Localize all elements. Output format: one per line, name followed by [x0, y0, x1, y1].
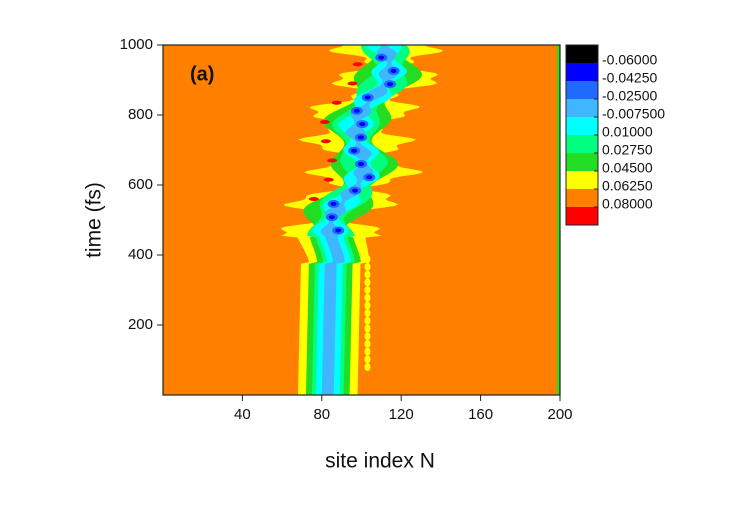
contour-blob: [352, 62, 363, 67]
contour-blob: [364, 95, 371, 100]
colorbar-swatch: [566, 117, 598, 135]
contour-band: [320, 45, 399, 395]
colorbar-label: 0.06250: [602, 178, 653, 194]
contour-blob: [366, 175, 373, 180]
y-tick-label: 400: [128, 246, 153, 263]
contour-blob: [364, 286, 371, 294]
contour-blob: [353, 108, 360, 113]
x-tick-label: 120: [389, 406, 414, 423]
contour-blob: [364, 301, 371, 310]
contour-blob: [364, 316, 371, 325]
contour-blob: [331, 100, 342, 105]
colorbar-swatch: [566, 63, 598, 81]
x-axis-label: site index N: [325, 450, 435, 473]
colorbar-swatch: [566, 153, 598, 171]
contour-blob: [335, 228, 342, 233]
contour-field: [163, 45, 560, 395]
contour-band: [312, 45, 408, 395]
contour-blob: [351, 148, 358, 153]
contour-blob: [323, 177, 334, 182]
contour-blob: [364, 324, 371, 333]
contour-blob: [364, 270, 371, 279]
colorbar-label: -0.007500: [602, 106, 665, 122]
colorbar-swatch: [566, 135, 598, 153]
contour-blob: [319, 120, 330, 124]
contour-blob: [351, 188, 358, 193]
colorbar-swatch: [566, 99, 598, 117]
contour-blob: [364, 332, 371, 341]
colorbar-label: 0.02750: [602, 142, 653, 158]
contour-blob: [387, 82, 394, 87]
colorbar-swatch: [566, 189, 598, 207]
contour-blob: [364, 278, 371, 287]
contour-blob: [364, 293, 371, 302]
colorbar-label: 0.04500: [602, 160, 653, 176]
x-tick-label: 160: [468, 406, 493, 423]
contour-blob: [364, 339, 371, 348]
x-tick-label: 80: [313, 406, 330, 423]
panel-label: (a): [190, 63, 214, 85]
colorbar-swatch: [566, 81, 598, 99]
colorbar-label: -0.06000: [602, 52, 657, 68]
contour-blob: [357, 135, 364, 140]
contour-blob: [328, 215, 335, 220]
contour-blob: [364, 347, 371, 356]
contour-blob: [364, 363, 371, 371]
colorbar-label: 0.08000: [602, 196, 653, 212]
y-tick-label: 200: [128, 316, 153, 333]
x-tick-label: 40: [234, 406, 251, 423]
x-tick-label: 200: [547, 406, 572, 423]
contour-blob: [359, 122, 366, 127]
colorbar-label: -0.02500: [602, 88, 657, 104]
contour-blob: [390, 68, 397, 73]
contour-blob: [347, 81, 358, 86]
colorbar-label: 0.01000: [602, 124, 653, 140]
contour-blob: [308, 197, 319, 201]
colorbar-swatch: [566, 45, 598, 63]
contour-blob: [358, 162, 365, 166]
y-axis-label: time (fs): [83, 182, 106, 258]
contour-blob: [364, 309, 371, 318]
contour-blob: [320, 139, 331, 144]
colorbar-swatch: [566, 207, 598, 225]
colorbar-swatch: [566, 171, 598, 189]
contour-blob: [378, 55, 385, 60]
y-tick-label: 800: [128, 106, 153, 123]
contour-blob: [364, 262, 371, 271]
y-tick-label: 1000: [120, 36, 153, 53]
edge-strip: [557, 45, 560, 395]
plot-frame: [162, 44, 561, 396]
y-tick-label: 600: [128, 176, 153, 193]
contour-blob: [364, 255, 371, 264]
colorbar-label: -0.04250: [602, 70, 657, 86]
contour-blob: [364, 355, 371, 364]
contour-blob: [327, 158, 338, 163]
contour-blob: [330, 201, 337, 206]
